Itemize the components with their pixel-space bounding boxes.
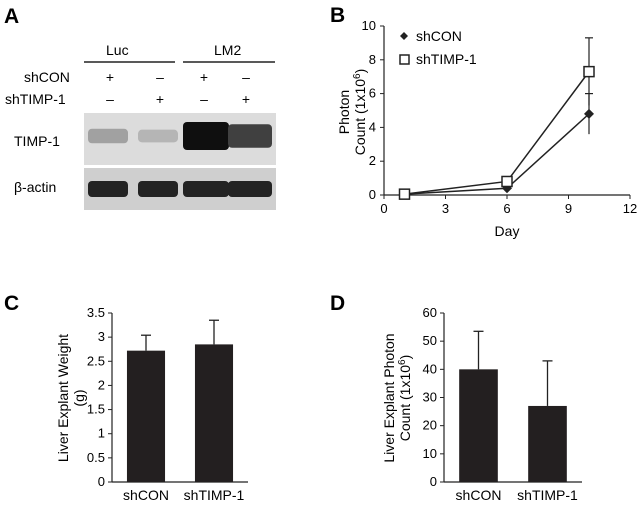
y-axis-label: Liver Explant Weight(g) [55,334,87,462]
sign: + [200,69,208,85]
y-tick-label: 4 [369,119,376,134]
panel-letter-d: D [330,292,345,315]
blot-band [138,129,178,143]
y-tick-label: 2.5 [87,353,105,368]
y-tick-label: 1 [98,426,105,441]
data-point-square [398,188,411,200]
blot-band [88,181,128,197]
y-axis-label-line1: Liver Explant Weight [55,334,71,462]
y-axis-label-close: ) [352,69,368,74]
y-tick-label: 8 [369,52,376,67]
legend-label-shtimp1: shTIMP-1 [416,51,477,67]
sign: – [106,91,114,107]
blot-label-beta-actin: β-actin [14,179,56,195]
panel-letter-b: B [330,4,345,27]
y-tick-label: 10 [423,446,437,461]
y-tick-label: 0 [369,187,376,202]
sign: – [242,69,250,85]
sign: – [200,91,208,107]
row-label-shtimp1: shTIMP-1 [5,91,66,107]
data-point-diamond [584,108,594,119]
y-tick-label: 3 [98,329,105,344]
y-axis-label-line2: (g) [71,389,87,406]
y-tick-label: 0.5 [87,450,105,465]
y-tick-label: 2 [98,377,105,392]
sign: + [106,69,114,85]
y-tick-label: 40 [423,361,437,376]
group-label-luc: Luc [106,42,129,58]
x-tick-label: 0 [380,201,387,216]
legend-marker-diamond [400,32,408,40]
western-blot-panel: Luc LM2 shCON shTIMP-1 + – + – – + – + T… [5,42,276,210]
bar-shTIMP-1 [194,344,234,482]
legend-label-shcon: shCON [416,28,462,44]
bar-shCON [459,369,498,482]
y-tick-label: 60 [423,305,437,320]
y-tick-label: 0 [430,474,437,489]
bar-shTIMP-1 [528,405,567,482]
blot-band [183,181,229,197]
y-axis-label-close: ) [397,355,413,360]
y-tick-label: 50 [423,333,437,348]
x-tick-label: 3 [442,201,449,216]
panel-letter-a: A [4,5,19,28]
y-axis-label-superscript: 6 [352,73,363,79]
y-axis-label-line1: Liver Explant Photon [381,333,397,462]
blot-band [183,122,229,150]
y-tick-label: 10 [362,18,376,33]
legend-marker-square [399,54,410,65]
blot-band [138,181,178,197]
category-label: shTIMP-1 [184,487,245,503]
series-line-shTIMP-1 [404,71,590,195]
y-axis-label: Liver Explant PhotonCount (1x106) [381,333,413,462]
sign: – [156,69,164,85]
y-axis-label-superscript: 6 [397,359,408,365]
y-axis-label: PhotonCount (1x106) [336,69,368,156]
y-tick-label: 1.5 [87,402,105,417]
sign: + [156,91,164,107]
y-tick-label: 2 [369,153,376,168]
blot-band [228,181,272,197]
x-tick-label: 9 [565,201,572,216]
x-tick-label: 6 [503,201,510,216]
data-point-square [501,175,513,188]
y-tick-label: 6 [369,86,376,101]
category-label: shTIMP-1 [517,487,578,503]
y-axis-label-line2: Count (1x10 [397,365,413,441]
blot-band [88,128,128,144]
category-label: shCON [123,487,169,503]
bar-shCON [126,350,166,482]
row-label-shcon: shCON [24,69,70,85]
blot-band [228,124,272,148]
category-label: shCON [456,487,502,503]
y-axis-label-line2: Count (1x10 [352,79,368,155]
liver-weight-bar-chart: 0 0.5 1 1.5 2 2.5 3 3.5 shCON shTIMP-1 Liver Expla… [55,305,248,503]
blot-label-timp1: TIMP-1 [14,133,60,149]
group-label-lm2: LM2 [214,42,241,58]
y-tick-label: 30 [423,390,437,405]
sign: + [242,91,250,107]
y-tick-label: 0 [98,474,105,489]
data-point-square [583,65,595,78]
y-tick-label: 20 [423,418,437,433]
y-tick-label: 3.5 [87,305,105,320]
y-axis-label-line1: Photon [336,90,352,134]
panel-letter-c: C [4,292,19,315]
liver-photon-bar-chart: 0 10 20 30 40 50 60 shCON shTIMP-1 Liver Explant … [381,305,582,503]
x-tick-label: 12 [623,201,637,216]
x-axis-label: Day [495,223,520,239]
